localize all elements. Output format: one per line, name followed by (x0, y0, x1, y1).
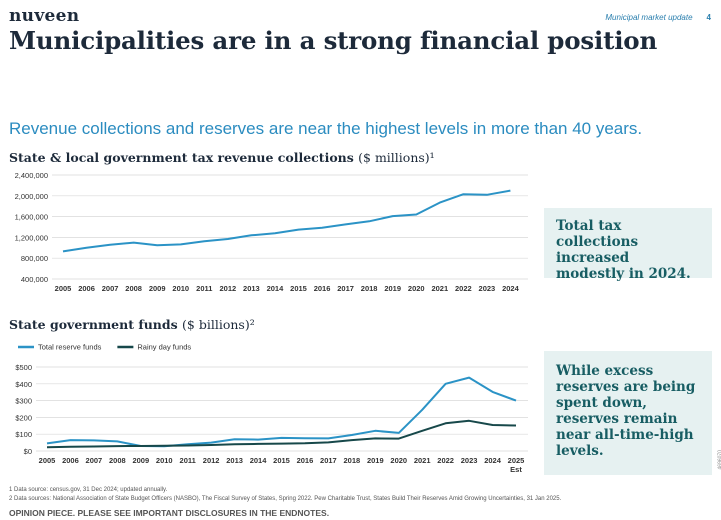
legend-label-1: Rainy day funds (137, 343, 191, 352)
x-tick-label: 2016 (297, 456, 314, 465)
y-tick-label: $500 (15, 363, 32, 372)
x-tick-label: 2011 (196, 284, 212, 293)
y-tick-label: $400 (15, 380, 32, 389)
x-tick-label: 2012 (220, 284, 237, 293)
x-tick-label: 2005 (55, 284, 72, 293)
y-tick-label: 1,200,000 (15, 233, 48, 242)
x-tick-label: 2007 (102, 284, 119, 293)
chart2-title-text: State government funds (9, 317, 178, 332)
x-tick-label: 2010 (172, 284, 189, 293)
x-tick-label: 2023 (479, 284, 496, 293)
document-code: 4696070 (717, 450, 721, 470)
nuveen-logo: nuveen (9, 6, 80, 26)
x-tick-label: 2018 (344, 456, 361, 465)
page-subtitle: Revenue collections and reserves are nea… (9, 119, 643, 138)
x-tick-label: 2018 (361, 284, 378, 293)
legend-label-0: Total reserve funds (38, 343, 102, 352)
y-tick-label: 800,000 (21, 254, 48, 263)
footnote-1: 1 Data source: census.gov, 31 Dec 2024; … (9, 487, 168, 493)
x-tick-label: 2007 (86, 456, 103, 465)
x-tick-label: 2016 (314, 284, 331, 293)
x-tick-label: 2009 (149, 284, 166, 293)
revenue-line-chart: 400,000 800,000 1,200,000 1,600,000 2,000,00… (15, 171, 528, 293)
x-tick-label: 2021 (431, 284, 448, 293)
chart2-title: State government funds ($ billions)² (9, 317, 255, 332)
x-tick-label: 2008 (125, 284, 142, 293)
series-line-0 (46, 376, 517, 448)
x-tick-label: 2006 (78, 284, 95, 293)
x-tick-label: 2014 (250, 456, 268, 465)
x-tick-label: 2019 (367, 456, 384, 465)
y-tick-label: $0 (24, 447, 32, 456)
x-tick-label: 2019 (384, 284, 401, 293)
section-label: Municipal market update (605, 13, 693, 22)
y-tick-label: $100 (15, 430, 32, 439)
y-tick-label: 400,000 (21, 275, 48, 284)
reserves-callout: While excess reserves are being spent do… (544, 351, 712, 475)
x-tick-label: 2025 (508, 456, 525, 465)
revenue-callout: Total tax collections increased modestly… (544, 208, 712, 282)
x-tick-label: 2020 (390, 456, 407, 465)
series-line-0 (62, 189, 511, 253)
x-tick-label: 2005 (39, 456, 56, 465)
x-tick-label: 2010 (156, 456, 173, 465)
x-tick-label: 2013 (243, 284, 260, 293)
y-tick-label: 2,000,000 (15, 192, 48, 201)
x-tick-label: 2023 (461, 456, 478, 465)
page-header-info: Municipal market update 4 (605, 13, 711, 22)
x-tick-label: 2022 (455, 284, 472, 293)
chart1-title: State & local government tax revenue col… (9, 150, 435, 165)
x-tick-label: 2011 (180, 456, 196, 465)
x-tick-label: 2024 (484, 456, 502, 465)
y-tick-label: $300 (15, 397, 32, 406)
funds-line-chart: $0 $100 $200 $300 $400 $500 2005 2006 2007 2008 20… (15, 343, 528, 474)
x-tick-label: 2013 (226, 456, 243, 465)
x-tick-label: 2015 (290, 284, 307, 293)
series-line-1 (46, 419, 517, 449)
x-tick-sublabel: Est (510, 465, 522, 474)
chart2-title-unit: ($ billions)² (182, 317, 255, 332)
y-tick-label: 1,600,000 (15, 213, 48, 222)
x-tick-label: 2022 (437, 456, 454, 465)
x-tick-label: 2006 (62, 456, 79, 465)
y-tick-label: $200 (15, 413, 32, 422)
x-tick-label: 2014 (267, 284, 285, 293)
x-tick-label: 2012 (203, 456, 220, 465)
x-tick-label: 2024 (502, 284, 520, 293)
x-tick-label: 2008 (109, 456, 126, 465)
chart1-title-text: State & local government tax revenue col… (9, 150, 354, 165)
y-tick-label: 2,400,000 (15, 171, 48, 180)
footnote-2: 2 Data sources: National Association of … (9, 496, 562, 502)
page-number: 4 (706, 13, 711, 22)
x-tick-label: 2017 (320, 456, 337, 465)
disclaimer: OPINION PIECE. PLEASE SEE IMPORTANT DISC… (9, 508, 330, 518)
x-tick-label: 2015 (273, 456, 290, 465)
x-tick-label: 2009 (132, 456, 149, 465)
x-tick-label: 2020 (408, 284, 425, 293)
footnotes: 1 Data source: census.gov, 31 Dec 2024; … (9, 486, 561, 504)
page-title: Municipalities are in a strong financial… (9, 26, 658, 55)
x-tick-label: 2021 (414, 456, 431, 465)
chart1-title-unit: ($ millions)¹ (358, 150, 435, 165)
x-tick-label: 2017 (337, 284, 354, 293)
